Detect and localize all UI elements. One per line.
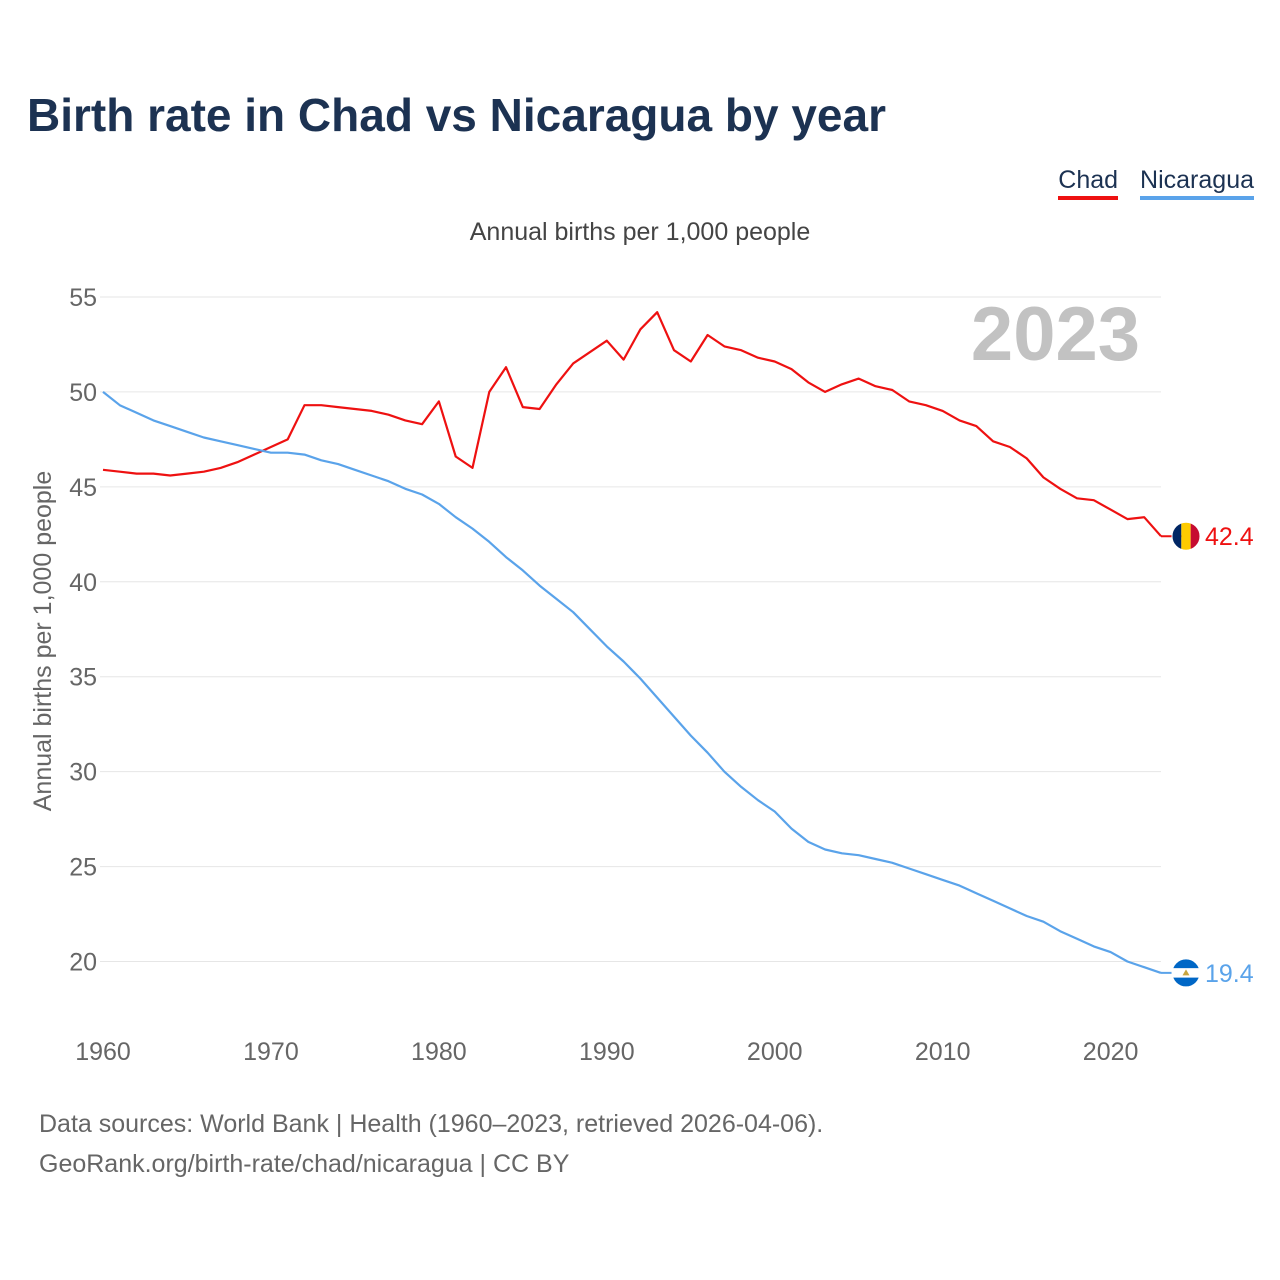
legend: Chad Nicaragua bbox=[1058, 166, 1254, 200]
y-tick-label: 25 bbox=[69, 854, 97, 882]
attribution: GeoRank.org/birth-rate/chad/nicaragua | … bbox=[39, 1150, 570, 1178]
footer: Data sources: World Bank | Health (1960–… bbox=[39, 1104, 823, 1184]
y-ticks: 20 25 30 35 40 45 50 55 bbox=[69, 284, 97, 977]
x-tick-label: 1980 bbox=[411, 1038, 467, 1066]
y-tick-label: 50 bbox=[69, 379, 97, 407]
legend-item-chad[interactable]: Chad bbox=[1058, 166, 1119, 200]
x-ticks: 1960 1970 1980 1990 2000 2010 2020 bbox=[75, 1038, 1138, 1066]
end-markers: 42.4 19.4 bbox=[1161, 521, 1254, 988]
series-line-chad bbox=[102, 311, 1162, 537]
y-tick-label: 35 bbox=[69, 664, 97, 692]
x-tick-label: 2020 bbox=[1083, 1038, 1139, 1066]
data-source-note: Data sources: World Bank | Health (1960–… bbox=[39, 1110, 824, 1138]
y-tick-label: 20 bbox=[69, 949, 97, 977]
y-tick-label: 40 bbox=[69, 569, 97, 597]
flag-nicaragua-icon bbox=[1171, 958, 1201, 988]
grid bbox=[100, 296, 1161, 963]
end-value-label-nicaragua: 19.4 bbox=[1205, 960, 1254, 988]
chart-subtitle: Annual births per 1,000 people bbox=[470, 218, 811, 246]
chart-title: Birth rate in Chad vs Nicaragua by year bbox=[27, 89, 886, 141]
y-tick-label: 55 bbox=[69, 284, 97, 312]
series-lines bbox=[102, 311, 1162, 974]
series-line-nicaragua bbox=[102, 391, 1162, 974]
y-axis-label: Annual births per 1,000 people bbox=[29, 471, 57, 812]
y-tick-label: 30 bbox=[69, 759, 97, 787]
line-chart: Annual births per 1,000 people 2023 Annu… bbox=[29, 218, 1254, 1066]
end-value-label-chad: 42.4 bbox=[1205, 523, 1254, 551]
legend-item-nicaragua[interactable]: Nicaragua bbox=[1140, 166, 1254, 200]
x-tick-label: 2010 bbox=[915, 1038, 971, 1066]
x-tick-label: 1960 bbox=[75, 1038, 131, 1066]
x-tick-label: 1970 bbox=[243, 1038, 299, 1066]
year-watermark: 2023 bbox=[971, 292, 1140, 377]
flag-chad-icon bbox=[1171, 521, 1201, 551]
x-tick-label: 1990 bbox=[579, 1038, 635, 1066]
x-tick-label: 2000 bbox=[747, 1038, 803, 1066]
y-tick-label: 45 bbox=[69, 474, 97, 502]
